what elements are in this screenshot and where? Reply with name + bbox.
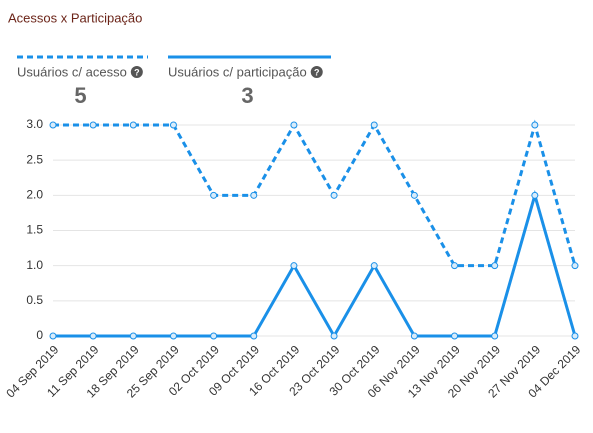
chart-title: Acessos x Participação [8,10,142,25]
y-tick-label: 2.0 [26,188,43,202]
series-line [53,119,577,268]
legend-label: Usuários c/ participação [168,64,307,79]
data-point [49,332,57,340]
legend-total: 5 [74,83,86,108]
data-point [451,332,459,340]
data-point [210,332,218,340]
data-point [531,121,539,129]
data-point [89,332,97,340]
data-point [410,191,418,199]
y-tick-label: 1.5 [26,223,43,237]
data-point [290,262,298,270]
data-point [129,332,137,340]
data-point [89,121,97,129]
legend-label: Usuários c/ acesso [17,64,127,79]
y-tick-label: 2.5 [26,152,43,166]
y-tick-label: 0 [36,328,43,342]
help-icon-mark: ? [314,67,320,77]
data-point [491,262,499,270]
data-point [410,332,418,340]
data-point [491,332,499,340]
y-tick-label: 0.5 [26,293,43,307]
help-icon [130,66,143,78]
data-point [250,332,258,340]
data-point [370,262,378,270]
data-point [531,191,539,199]
data-point [571,332,579,340]
data-point [250,191,258,199]
data-point [571,262,579,270]
y-tick-label: 1.0 [26,258,43,272]
data-point [210,191,218,199]
data-point [330,191,338,199]
data-point [129,121,137,129]
legend-total: 3 [241,83,253,108]
data-point [370,121,378,129]
data-point [169,332,177,340]
data-point [330,332,338,340]
data-point [49,121,57,129]
help-icon [310,66,323,78]
help-icon-mark: ? [134,67,140,77]
data-point [290,121,298,129]
data-point [169,121,177,129]
data-point [451,262,459,270]
series-line [53,189,577,340]
y-tick-label: 3.0 [26,117,43,131]
